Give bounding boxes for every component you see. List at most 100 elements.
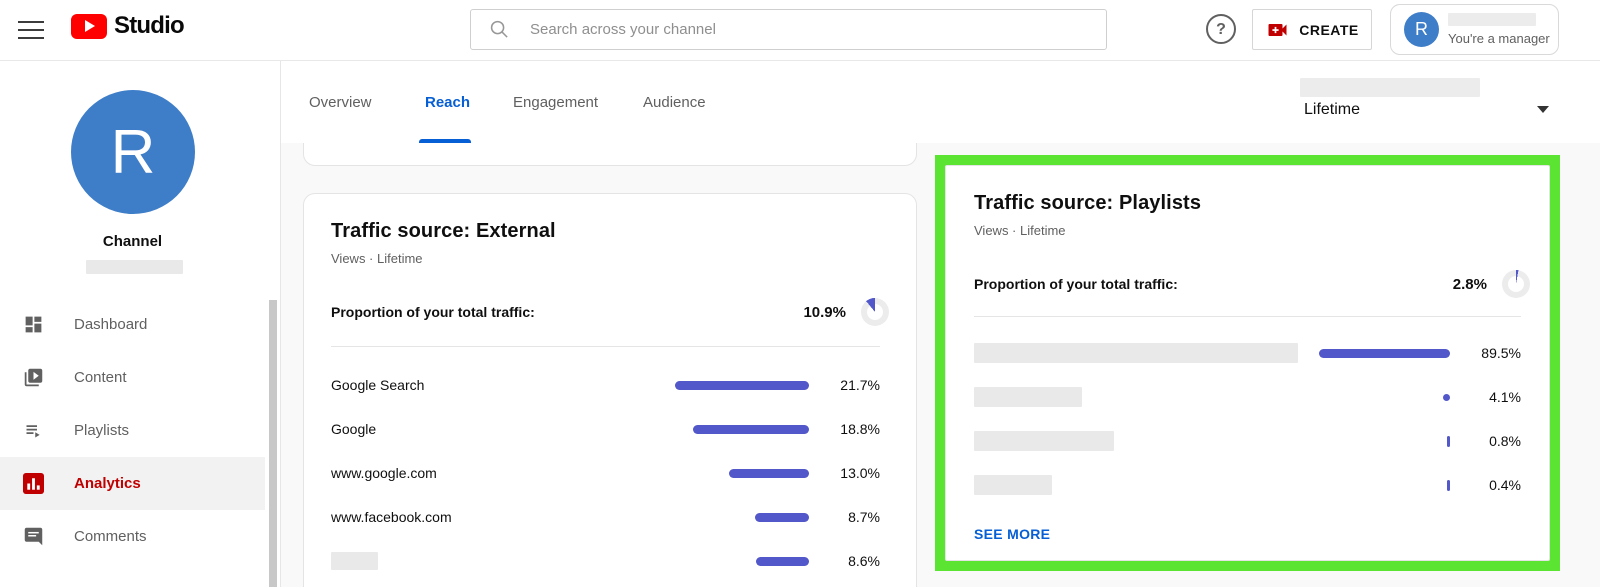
tab-audience[interactable]: Audience (643, 93, 706, 111)
traffic-row-label-redacted (974, 387, 1082, 407)
sidebar-menu: Dashboard Content Playlists Analytics (0, 298, 265, 563)
create-button-label: CREATE (1299, 21, 1359, 38)
sidebar-item-label: Comments (74, 528, 147, 545)
topbar: Studio ? CREATE R You're a manager (0, 0, 1600, 61)
search-icon (489, 19, 510, 40)
create-button[interactable]: CREATE (1252, 9, 1372, 50)
traffic-row-label: www.facebook.com (331, 509, 452, 525)
active-tab-underline (419, 139, 471, 143)
account-info: You're a manager (1448, 13, 1550, 46)
sidebar: R Channel Dashboard Content Playlists (0, 61, 281, 587)
account-avatar: R (1404, 12, 1439, 47)
proportion-row: Proportion of your total traffic: 2.8% (974, 270, 1530, 298)
sidebar-item-label: Content (74, 369, 127, 386)
tab-reach[interactable]: Reach (425, 93, 471, 111)
card-title: Traffic source: External (331, 220, 556, 242)
traffic-row-value: 4.1% (1489, 389, 1521, 405)
traffic-row: 0.4% (974, 463, 1521, 507)
card-subtitle: Views · Lifetime (331, 251, 423, 266)
analytics-icon (22, 473, 44, 495)
date-range-value: Lifetime (1304, 101, 1361, 118)
sidebar-item-label: Analytics (74, 475, 141, 492)
analytics-content: Traffic source: External Views · Lifetim… (281, 143, 1600, 587)
card-traffic-source-external: Traffic source: External Views · Lifetim… (303, 193, 917, 587)
brand-text: Studio (114, 12, 185, 39)
sidebar-item-comments[interactable]: Comments (0, 510, 265, 563)
sidebar-item-label: Playlists (74, 422, 130, 439)
analytics-tabs-bar: Overview Reach Engagement Audience Lifet… (281, 61, 1600, 143)
proportion-label: Proportion of your total traffic: (331, 304, 535, 320)
dashboard-icon (22, 314, 44, 336)
traffic-bar (1443, 393, 1450, 401)
comments-icon (22, 526, 44, 548)
traffic-row-label-redacted (331, 552, 378, 570)
see-more-link[interactable]: SEE MORE (974, 526, 1051, 542)
traffic-row-label-redacted (974, 475, 1052, 495)
traffic-row: 4.1% (974, 375, 1521, 419)
traffic-row: www.google.com 13.0% (331, 451, 880, 495)
date-range-redacted (1300, 78, 1480, 97)
sidebar-item-label: Dashboard (74, 316, 148, 333)
playlists-icon (22, 420, 44, 442)
traffic-row: Google Search 21.7% (331, 363, 880, 407)
partial-card-above (303, 143, 917, 166)
traffic-bar (756, 556, 809, 566)
traffic-row-value: 0.8% (1489, 433, 1521, 449)
traffic-row-label-redacted (974, 343, 1298, 363)
create-video-icon (1265, 18, 1290, 42)
sidebar-item-playlists[interactable]: Playlists (0, 404, 265, 457)
traffic-bar (675, 380, 809, 390)
traffic-bar (693, 424, 809, 434)
traffic-row: 89.5% (974, 331, 1521, 375)
traffic-row: 8.6% (331, 539, 880, 583)
traffic-row: 0.8% (974, 419, 1521, 463)
traffic-row-value: 21.7% (840, 377, 880, 393)
sidebar-item-content[interactable]: Content (0, 351, 265, 404)
channel-avatar[interactable]: R (71, 90, 195, 214)
traffic-row-label: Google Search (331, 377, 425, 393)
traffic-bar (1446, 435, 1450, 447)
chevron-down-icon (1537, 106, 1549, 113)
proportion-donut-chart (1502, 270, 1530, 298)
account-menu[interactable]: R You're a manager (1390, 4, 1559, 55)
tab-overview[interactable]: Overview (309, 93, 372, 111)
sidebar-item-analytics[interactable]: Analytics (0, 457, 265, 510)
proportion-donut-chart (861, 298, 889, 326)
account-name-redacted (1448, 13, 1536, 26)
traffic-row-value: 0.4% (1489, 477, 1521, 493)
traffic-row-label: Google (331, 421, 377, 437)
card-title: Traffic source: Playlists (974, 192, 1202, 214)
hamburger-menu-button[interactable] (18, 21, 45, 40)
help-button[interactable]: ? (1206, 14, 1236, 44)
divider (974, 316, 1521, 317)
search-input[interactable] (530, 21, 1106, 38)
channel-name-redacted (86, 260, 183, 274)
highlight-border: Traffic source: Playlists Views · Lifeti… (935, 155, 1560, 571)
sidebar-scrollbar[interactable] (269, 300, 277, 587)
content-icon (22, 367, 44, 389)
traffic-row-value: 8.7% (848, 509, 880, 525)
traffic-bar (755, 512, 809, 522)
youtube-studio-logo[interactable]: Studio (71, 12, 185, 40)
traffic-row-label: www.google.com (331, 465, 437, 481)
traffic-row-value: 8.6% (848, 553, 880, 569)
tab-engagement[interactable]: Engagement (513, 93, 599, 111)
channel-label: Channel (102, 233, 163, 250)
traffic-row: www.facebook.com 8.7% (331, 495, 880, 539)
proportion-row: Proportion of your total traffic: 10.9% (331, 298, 889, 326)
sidebar-item-dashboard[interactable]: Dashboard (0, 298, 265, 351)
date-range-selector[interactable]: Lifetime (1291, 69, 1571, 135)
proportion-value: 10.9% (803, 303, 846, 321)
divider (331, 346, 880, 347)
traffic-bar (1319, 348, 1450, 358)
traffic-row-value: 13.0% (840, 465, 880, 481)
traffic-row-value: 89.5% (1481, 345, 1521, 361)
traffic-rows: Google Search 21.7% Google 18.8% www.goo… (331, 363, 880, 583)
account-role-text: You're a manager (1448, 31, 1550, 46)
card-subtitle: Views · Lifetime (974, 223, 1066, 238)
search-box (470, 9, 1107, 50)
youtube-logo-icon (71, 13, 107, 39)
traffic-row: Google 18.8% (331, 407, 880, 451)
traffic-row-label-redacted (974, 431, 1114, 451)
